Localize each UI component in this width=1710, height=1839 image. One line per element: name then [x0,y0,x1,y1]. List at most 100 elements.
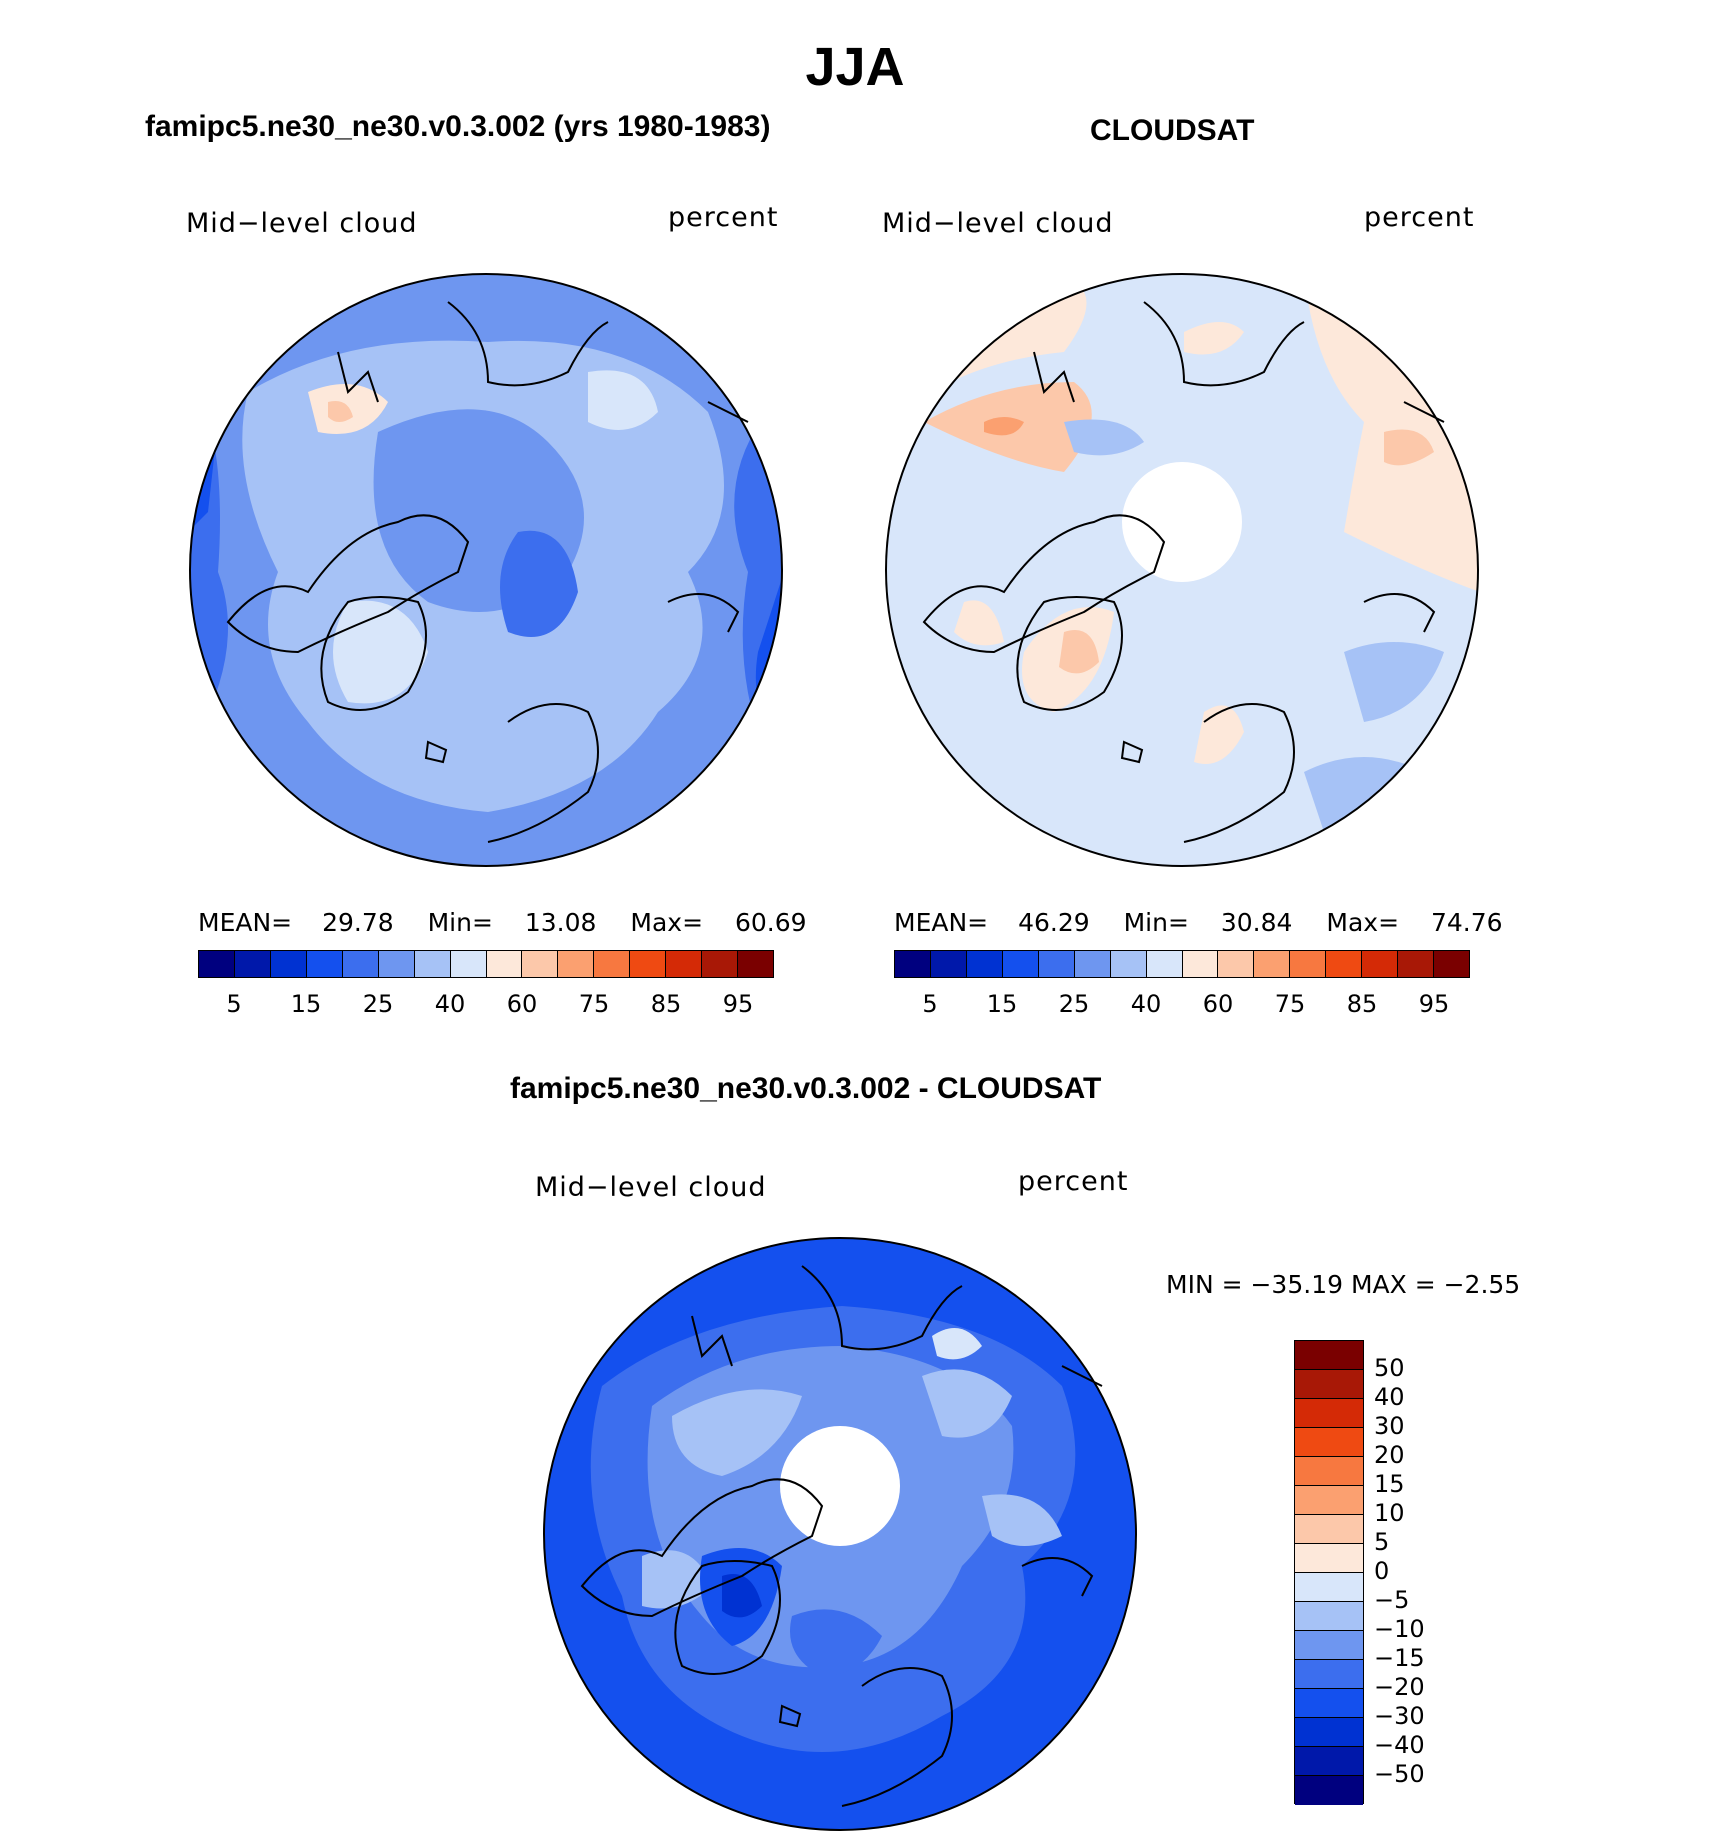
left-colorbar-swatch [378,951,415,977]
right-colorbar-swatch [1110,951,1147,977]
left-colorbar-tick-label: 40 [434,990,466,1018]
diff-panel-title: famipc5.ne30_ne30.v0.3.002 - CLOUDSAT [510,1072,1102,1105]
left-colorbar-swatch [306,951,343,977]
left-stats: MEAN= 29.78 Min= 13.08 Max= 60.69 [198,908,807,937]
diff-colorbar-swatch [1295,1573,1363,1602]
diff-polar-map [543,1237,1137,1831]
right-panel-title: CLOUDSAT [1090,114,1255,147]
diff-colorbar-tick-label: −20 [1374,1673,1425,1701]
diff-colorbar-tick-label: −40 [1374,1731,1425,1759]
right-colorbar-tick-label: 60 [1202,990,1234,1018]
right-colorbar-swatch [1362,951,1399,977]
left-colorbar-swatch [414,951,451,977]
left-max-value: 60.69 [735,908,807,937]
left-colorbar-tick-label: 75 [578,990,610,1018]
right-units-label: percent [1364,202,1475,233]
left-colorbar-swatch [234,951,271,977]
diff-colorbar-swatch [1295,1341,1363,1370]
left-colorbar-swatch [522,951,559,977]
left-panel-title: famipc5.ne30_ne30.v0.3.002 (yrs 1980-198… [145,110,771,143]
diff-colorbar-swatch [1295,1515,1363,1544]
right-variable-label: Mid−level cloud [882,208,1114,239]
left-colorbar-tick-label: 15 [290,990,322,1018]
diff-minmax: MIN = −35.19 MAX = −2.55 [1166,1270,1521,1299]
left-mean-value: 29.78 [322,908,394,937]
diff-colorbar-swatch [1295,1660,1363,1689]
right-colorbar-tick-label: 75 [1274,990,1306,1018]
left-min-value: 13.08 [524,908,597,937]
diff-colorbar-tick-label: 40 [1374,1383,1405,1411]
right-colorbar-swatch [1074,951,1111,977]
left-colorbar-swatch [270,951,307,977]
diff-colorbar-tick-label: 20 [1374,1441,1405,1469]
right-mean-value: 46.29 [1018,908,1090,937]
diff-colorbar-tick-label: 0 [1374,1557,1390,1585]
left-colorbar-tick-label: 95 [722,990,754,1018]
right-colorbar-ticks: 5 15 25 40 60 75 85 95 [894,990,1470,1020]
diff-colorbar-swatch [1295,1602,1363,1631]
right-colorbar-swatch [1218,951,1255,977]
right-colorbar-swatch [1146,951,1183,977]
left-colorbar-swatch [199,951,235,977]
diff-colorbar-swatch [1295,1747,1363,1776]
diff-colorbar-tick-label: −5 [1374,1586,1410,1614]
left-colorbar-swatch [666,951,703,977]
right-colorbar-swatch [1254,951,1291,977]
diff-colorbar-tick-label: 30 [1374,1412,1405,1440]
right-colorbar-swatch [1398,951,1435,977]
left-colorbar-swatch [486,951,523,977]
left-colorbar-swatch [702,951,739,977]
left-variable-label: Mid−level cloud [186,208,418,239]
diff-colorbar-tick-label: −30 [1374,1702,1425,1730]
right-colorbar-swatch [930,951,967,977]
left-units-label: percent [668,202,779,233]
figure-title: JJA [805,37,905,97]
diff-colorbar-tick-label: 10 [1374,1499,1405,1527]
left-colorbar-swatch [594,951,631,977]
diff-colorbar-ticks: 50 40 30 20 15 10 5 0 −5 −10 −15 −20 −30 −40 −50 [1374,1340,1484,1804]
diff-units-label: percent [1018,1166,1129,1197]
diff-colorbar-swatch [1295,1776,1363,1805]
diff-colorbar-tick-label: 5 [1374,1528,1390,1556]
diff-colorbar-swatch [1295,1399,1363,1428]
right-colorbar-swatch [1326,951,1363,977]
right-colorbar-swatch [966,951,1003,977]
right-mean-label: MEAN= [894,908,989,937]
right-colorbar [894,950,1470,978]
diff-colorbar-swatch [1295,1370,1363,1399]
left-colorbar-swatch [630,951,667,977]
right-min-value: 30.84 [1220,908,1293,937]
left-colorbar-swatch [738,951,773,977]
right-max-label: Max= [1326,908,1400,937]
diff-variable-label: Mid−level cloud [535,1172,767,1203]
right-colorbar-tick-label: 15 [986,990,1018,1018]
left-polar-map [189,273,783,867]
right-stats: MEAN= 46.29 Min= 30.84 Max= 74.76 [894,908,1503,937]
diff-colorbar-swatch [1295,1631,1363,1660]
diff-colorbar [1294,1340,1364,1805]
right-colorbar-swatch [1434,951,1469,977]
left-colorbar-tick-label: 25 [362,990,394,1018]
diff-colorbar-swatch [1295,1689,1363,1718]
left-colorbar [198,950,774,978]
right-colorbar-tick-label: 40 [1130,990,1162,1018]
left-min-label: Min= [427,908,493,937]
diff-colorbar-swatch [1295,1457,1363,1486]
left-colorbar-swatch [450,951,487,977]
left-colorbar-swatch [342,951,379,977]
diff-colorbar-tick-label: 50 [1374,1354,1405,1382]
right-min-label: Min= [1123,908,1189,937]
right-colorbar-swatch [895,951,931,977]
right-colorbar-swatch [1182,951,1219,977]
right-colorbar-swatch [1002,951,1039,977]
right-colorbar-tick-label: 25 [1058,990,1090,1018]
right-max-value: 74.76 [1431,908,1503,937]
right-colorbar-tick-label: 5 [922,990,938,1018]
left-colorbar-swatch [558,951,595,977]
left-colorbar-ticks: 5 15 25 40 60 75 85 95 [198,990,774,1020]
diff-colorbar-swatch [1295,1544,1363,1573]
diff-colorbar-swatch [1295,1718,1363,1747]
left-max-label: Max= [630,908,704,937]
diff-colorbar-tick-label: −15 [1374,1644,1425,1672]
right-polar-map [885,273,1479,867]
